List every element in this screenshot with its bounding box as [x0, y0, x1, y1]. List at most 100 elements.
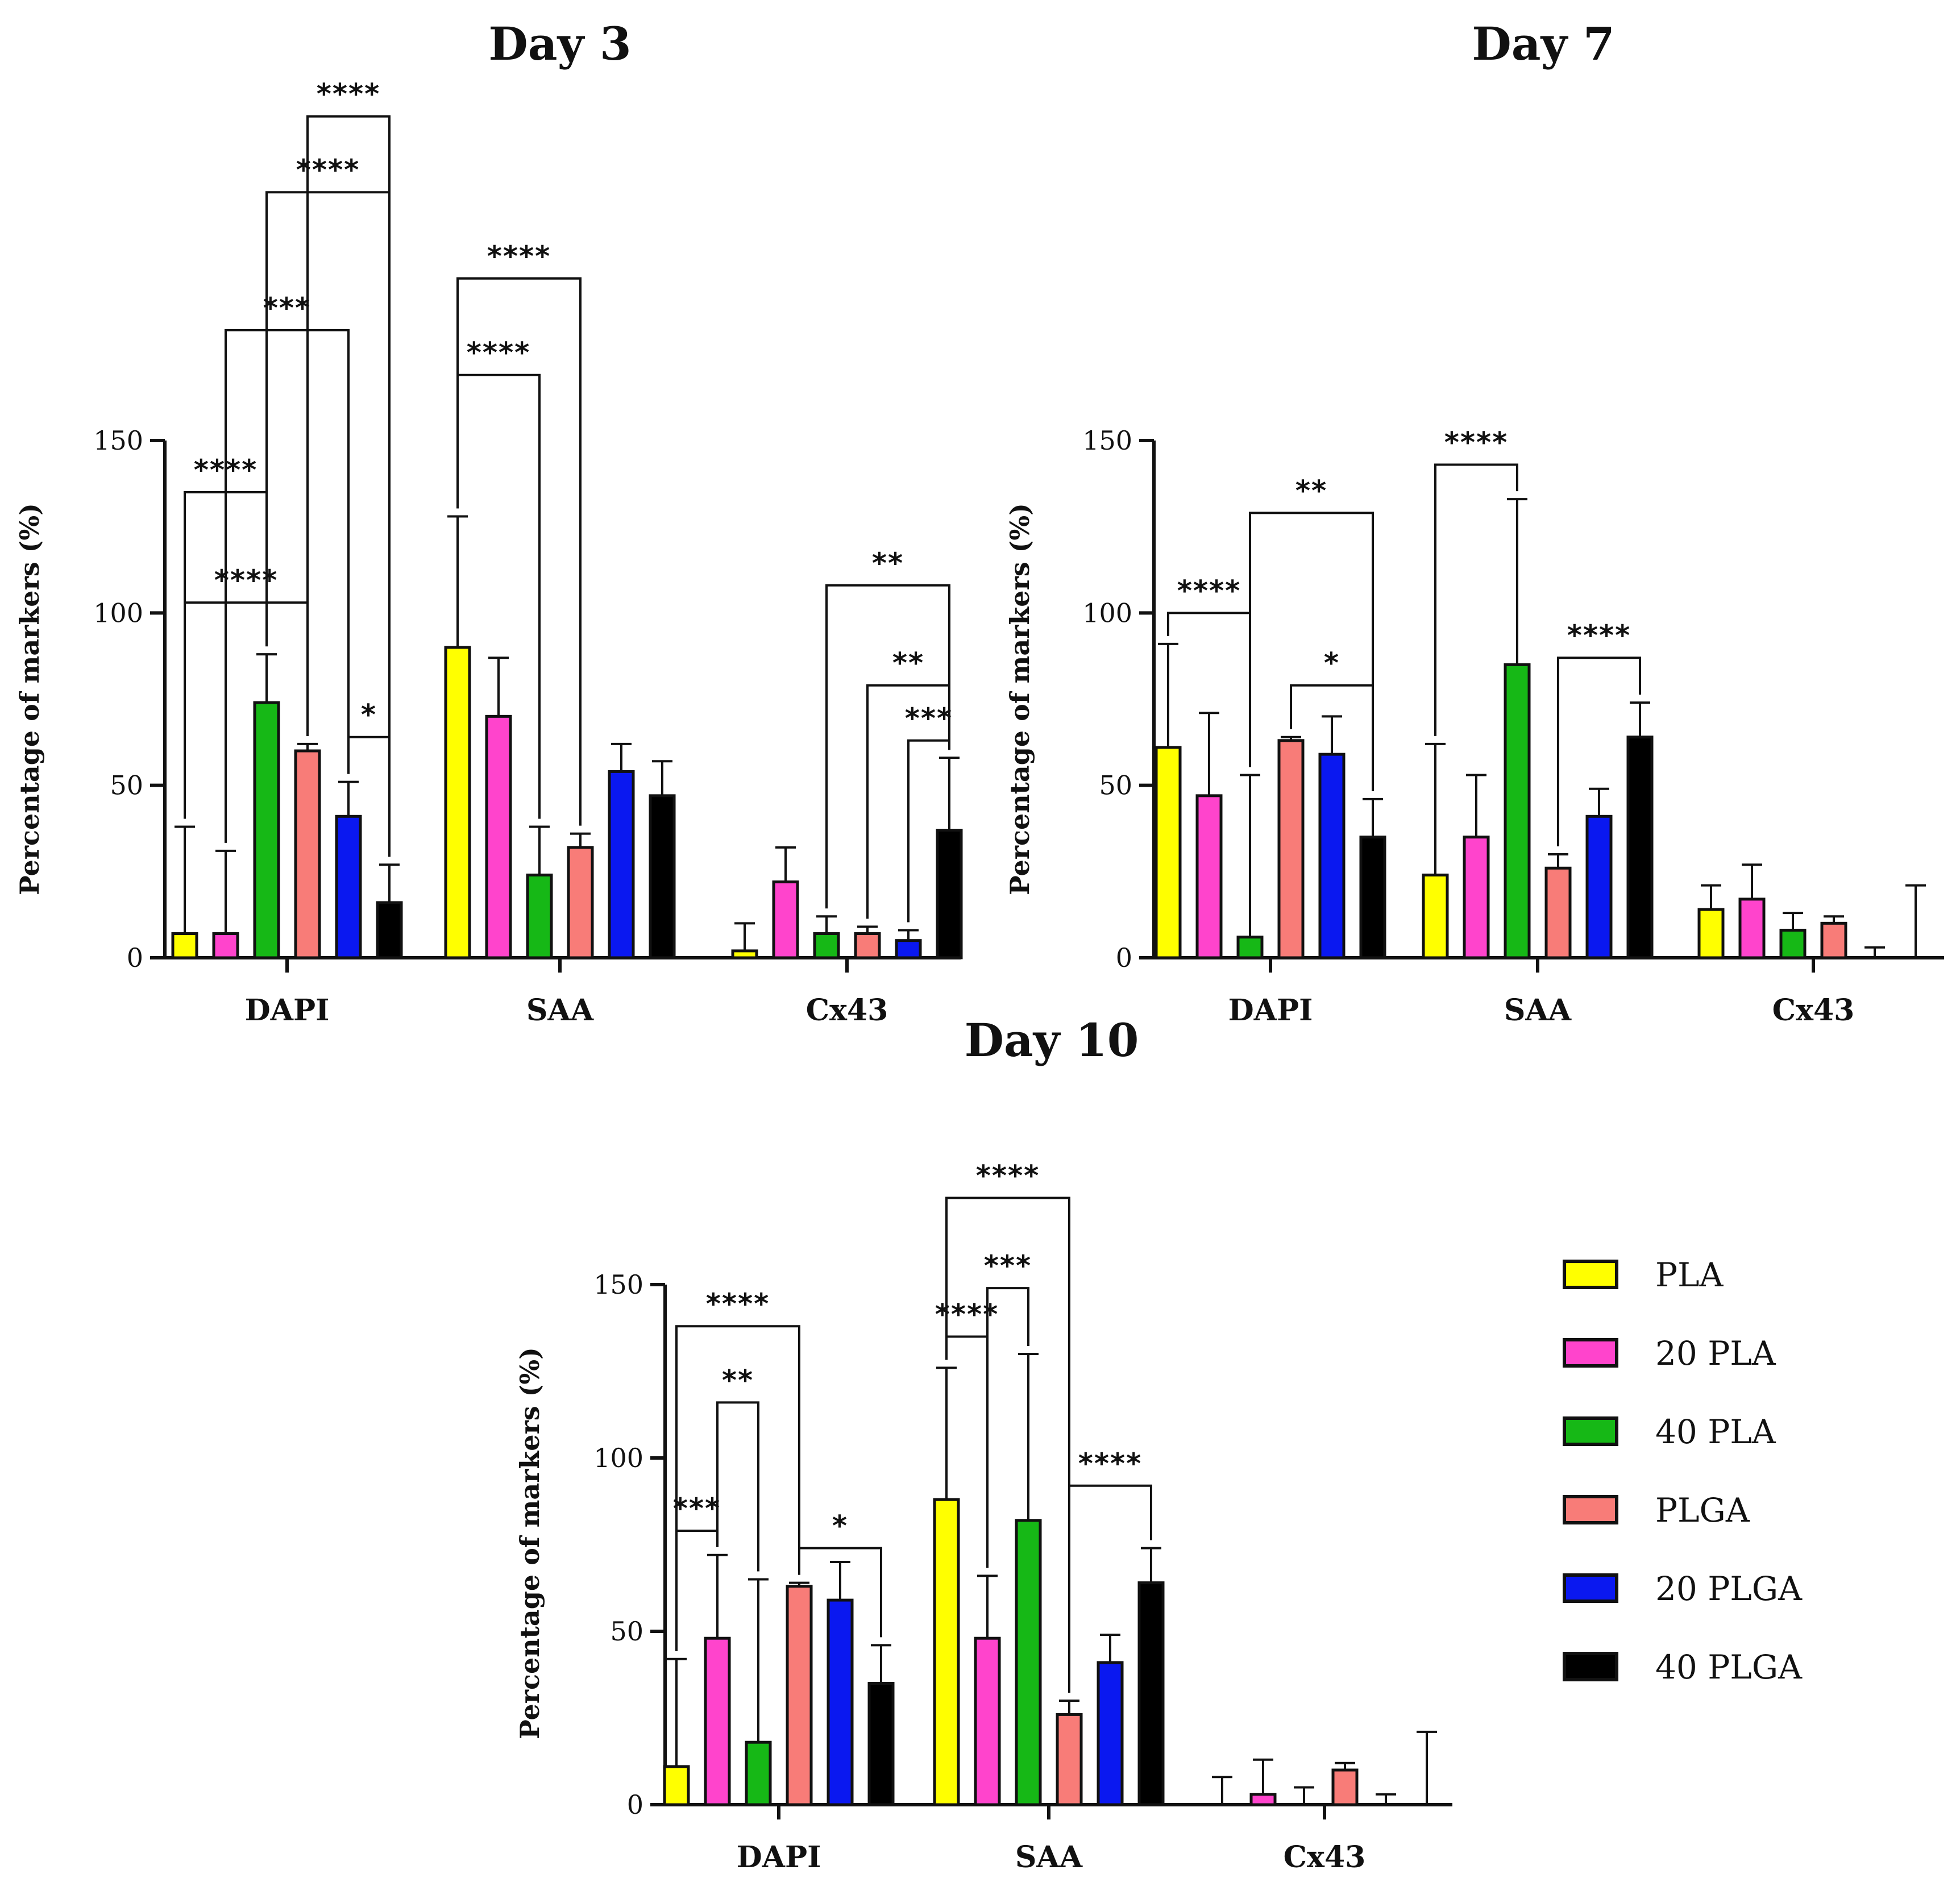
bar — [1137, 1581, 1165, 1806]
bar — [867, 1682, 895, 1806]
bar — [731, 949, 758, 959]
legend-swatch — [1563, 1652, 1618, 1681]
legend-swatch — [1563, 1416, 1618, 1446]
bar — [827, 1598, 854, 1806]
significance-bracket — [907, 739, 950, 923]
bar — [1195, 794, 1223, 959]
legend-label: 40 PLGA — [1655, 1648, 1803, 1686]
chart-title: Day 3 — [488, 17, 631, 70]
significance-label: *** — [673, 1492, 721, 1525]
bar — [1056, 1713, 1083, 1806]
significance-label: **** — [467, 336, 531, 369]
bar — [786, 1585, 813, 1806]
y-tick-label: 100 — [93, 597, 143, 628]
significance-label: **** — [487, 240, 551, 273]
significance-label: **** — [1567, 619, 1631, 652]
day-10-panel: Day 10 Percentage of markers (%) 0 50 100 150… — [514, 1013, 1452, 1875]
bar — [1318, 753, 1346, 959]
significance-bracket — [716, 1401, 759, 1572]
significance-label: ** — [892, 647, 924, 680]
chart-title: Day 7 — [1472, 17, 1614, 70]
y-axis-label: Percentage of markers (%) — [514, 1347, 545, 1739]
bar — [444, 646, 471, 959]
category-label: DAPI — [245, 993, 330, 1028]
bar — [253, 701, 280, 959]
y-tick-label: 100 — [593, 1443, 643, 1473]
legend-swatch — [1563, 1260, 1618, 1289]
significance-bracket — [1290, 684, 1374, 791]
bar — [1820, 921, 1847, 959]
bar — [1331, 1768, 1359, 1806]
day-3-panel: Day 3 Percentage of markers (%) 0 50 100 150 D… — [14, 17, 963, 1028]
legend-label: 40 PLA — [1655, 1412, 1776, 1451]
bar — [772, 880, 799, 959]
legend-swatch — [1563, 1495, 1618, 1524]
significance-bracket — [986, 1287, 1029, 1568]
category-label: SAA — [1504, 993, 1572, 1028]
category-label: DAPI — [1228, 993, 1313, 1028]
bar — [1277, 739, 1305, 959]
significance-label: **** — [706, 1287, 770, 1320]
y-tick-label: 150 — [593, 1269, 643, 1300]
significance-bracket — [225, 329, 350, 843]
bar — [649, 794, 676, 959]
y-tick-label: 50 — [610, 1616, 643, 1647]
bar — [212, 932, 239, 959]
significance-label: **** — [1078, 1447, 1143, 1480]
significance-bracket — [1249, 512, 1374, 791]
bar — [663, 1765, 690, 1806]
day-7-panel: Day 7 Percentage of markers (%) 0 50 100 150 D… — [1004, 17, 1944, 1028]
significance-bracket — [798, 1547, 882, 1638]
bar — [1504, 663, 1531, 959]
category-label: SAA — [1015, 1840, 1083, 1875]
bar — [376, 901, 403, 959]
bar — [813, 932, 840, 959]
legend: PLA 20 PLA 40 PLA PLGA 20 PLGA 40 PLGA — [1563, 1256, 1803, 1686]
significance-label: **** — [935, 1298, 999, 1331]
y-tick-label: 0 — [627, 1789, 643, 1820]
legend-swatch — [1563, 1573, 1618, 1603]
bar — [1779, 928, 1807, 959]
bar — [704, 1636, 731, 1806]
bar — [974, 1636, 1001, 1806]
significance-label: ** — [722, 1364, 754, 1397]
significance-bracket — [1557, 657, 1641, 846]
y-tick-label: 150 — [93, 425, 143, 456]
significance-label: **** — [214, 564, 279, 597]
category-label: Cx43 — [806, 993, 888, 1028]
significance-label: *** — [984, 1249, 1032, 1282]
bar — [895, 939, 922, 959]
bar — [567, 846, 594, 959]
bar — [1738, 898, 1766, 959]
chart-title: Day 10 — [965, 1013, 1139, 1067]
bar — [1236, 936, 1264, 959]
significance-bracket — [866, 684, 950, 919]
category-label: DAPI — [737, 1840, 821, 1875]
significance-bracket — [1068, 1484, 1152, 1693]
bar — [608, 770, 635, 959]
y-axis-label: Percentage of markers (%) — [14, 503, 45, 895]
legend-label: PLGA — [1655, 1491, 1750, 1530]
significance-label: * — [361, 699, 377, 732]
significance-bracket — [347, 736, 391, 857]
significance-bracket — [306, 115, 391, 857]
y-tick-label: 0 — [127, 942, 143, 973]
significance-label: **** — [976, 1160, 1040, 1193]
bar — [1155, 746, 1182, 959]
y-tick-label: 50 — [110, 770, 143, 801]
bar — [1359, 836, 1386, 959]
significance-bracket — [825, 584, 950, 909]
significance-label: * — [1324, 647, 1340, 680]
significance-label: *** — [905, 702, 953, 735]
bar — [1097, 1661, 1124, 1806]
significance-label: **** — [317, 78, 381, 111]
significance-label: *** — [263, 292, 311, 325]
y-tick-label: 100 — [1082, 597, 1132, 628]
category-label: Cx43 — [1284, 1840, 1366, 1875]
significance-bracket — [1434, 463, 1518, 736]
significance-label: ** — [1295, 474, 1327, 507]
bar — [854, 932, 881, 959]
bar — [1585, 815, 1613, 959]
bar — [294, 749, 321, 959]
bar — [1697, 908, 1725, 959]
